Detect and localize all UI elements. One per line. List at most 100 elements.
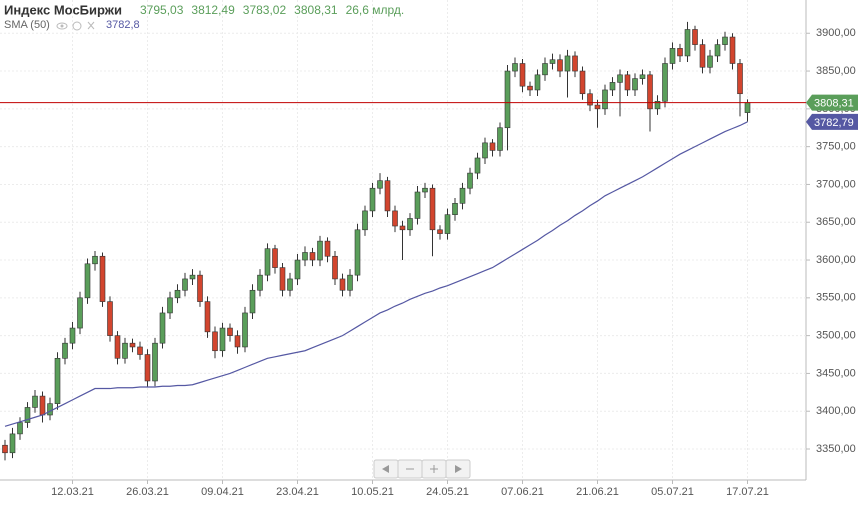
x-tick-label: 10.05.21 [351,486,394,498]
candle-body [92,255,98,265]
candle-body [272,248,278,268]
candle-body [692,29,698,45]
x-tick-label: 12.03.21 [51,486,94,498]
candle-body [107,301,113,336]
candle-body [647,74,653,110]
candle-body [47,403,53,416]
candle-body [399,225,406,231]
candle-body [197,274,203,302]
candle-body [212,331,218,352]
legend-label: SMA (50) [4,19,50,31]
candle-body [407,218,413,231]
price-tag [806,94,858,111]
candle-body [129,342,136,348]
candle-body [452,203,458,215]
candle-body [422,187,428,193]
candle-body [392,210,398,227]
candle-body [624,74,631,91]
candle-body [587,93,593,106]
y-tick-label: 3600,00 [816,254,856,266]
candle-body [482,142,488,159]
candle-body [317,240,323,261]
candle-body [617,74,623,83]
candle-body [347,274,353,291]
candle-body [744,102,751,113]
candle-body [144,354,151,382]
y-tick-label: 3750,00 [816,141,856,153]
candle-body [579,70,586,95]
x-tick-label: 26.03.21 [126,486,169,498]
candle-body [287,278,293,291]
y-tick-label: 3850,00 [816,65,856,77]
candle-body [99,255,106,302]
settings-icon[interactable] [72,21,82,31]
candle-body [467,172,473,189]
candle-body [677,48,683,57]
candle-body [474,157,481,174]
grid [0,0,806,480]
candle-body [609,82,616,91]
candle-body [302,252,308,261]
candle-body [174,289,181,299]
candle-body [167,297,173,314]
x-tick-label: 05.07.21 [651,486,694,498]
candle-body [354,229,361,276]
axes: 3350,00 3400,00 3450,00 3500,00 3550,00 3600,… [51,27,858,498]
candle-body [122,342,128,359]
candle-body [39,395,46,416]
x-tick-label: 07.06.21 [501,486,544,498]
candle-body [669,48,676,64]
legend-value: 3808,31 [294,3,338,17]
candle-body [662,63,668,102]
volume-label: 26,6 млрд. [346,3,405,17]
candle-body [242,312,248,348]
candle-body [264,248,271,276]
candle-body [279,267,286,291]
candle-body [17,422,23,435]
candle-body [497,127,503,151]
candle-body [362,210,368,231]
y-tick-label: 3650,00 [816,216,856,228]
x-tick-label: 24.05.21 [426,486,469,498]
candle-body [429,187,436,231]
candle-body [384,180,391,212]
candle-body [54,357,61,404]
y-tick-label: 3400,00 [816,405,856,417]
candle-body [737,63,743,95]
candle-body [324,240,331,257]
candle-body [549,59,556,64]
close-icon[interactable] [87,21,95,30]
y-tick-label: 3450,00 [816,367,856,379]
price-tag [806,113,858,130]
x-tick-label: 23.04.21 [276,486,319,498]
candle-body [729,36,736,64]
candle-body [459,187,466,204]
legend: Индекс МосБиржи SMA (50) 3795,03 3812,49 3… [4,2,404,30]
candle-body [489,142,496,151]
chart-title: Индекс МосБиржи [4,2,122,17]
candle-body [602,89,608,110]
candle-body [219,327,226,352]
candle-body [707,55,713,68]
legend-value: 3783,02 [243,3,287,17]
candle-body [62,342,68,359]
x-tick-label: 09.04.21 [201,486,244,498]
y-tick-label: 3700,00 [816,178,856,190]
plot [0,21,806,461]
candle-body [632,78,638,91]
eye-icon[interactable] [56,22,68,30]
candle-body [234,335,241,348]
candle-body [2,444,8,454]
candle-body [572,55,578,72]
candle-body [722,36,728,45]
candle-body [684,29,691,57]
y-tick-label: 3350,00 [816,443,856,455]
candle-body [564,55,571,72]
legend-value: 3812,49 [191,3,235,17]
candle-body [519,63,526,87]
navigation [373,459,471,479]
candle-body [639,74,646,79]
candle-body [332,255,338,280]
candle-body [654,100,661,110]
